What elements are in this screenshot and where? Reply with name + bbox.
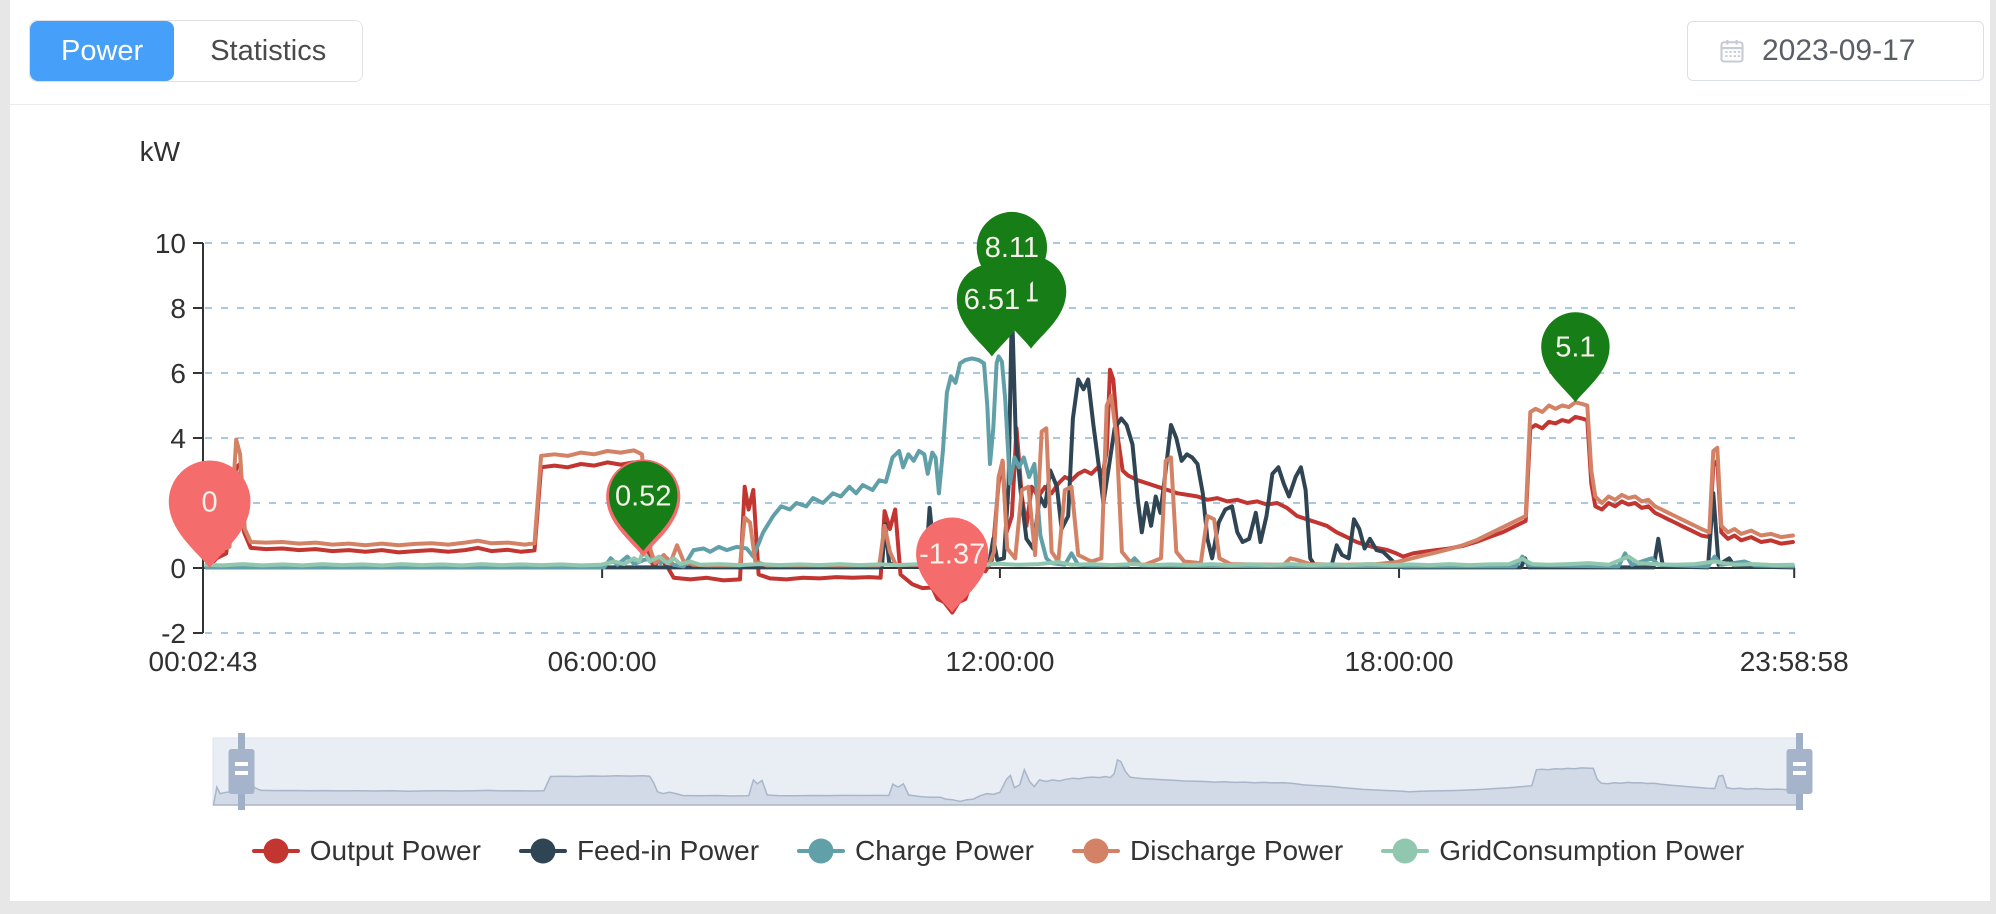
date-picker[interactable]: 2023-09-17 bbox=[1687, 21, 1984, 81]
x-tick-label: 12:00:00 bbox=[945, 646, 1054, 677]
legend-label: Output Power bbox=[309, 835, 481, 866]
y-tick-label: 8 bbox=[170, 293, 186, 324]
y-tick-label: 0 bbox=[170, 553, 186, 584]
y-axis-unit: kW bbox=[140, 136, 181, 167]
legend-marker bbox=[518, 838, 567, 864]
legend-item-charge-power[interactable]: Charge Power bbox=[797, 835, 1034, 867]
series-line-charge-power bbox=[204, 354, 1795, 570]
pin-label: 0.52 bbox=[615, 480, 671, 512]
chart-legend: Output Power Feed-in Power Charge Power Dis… bbox=[0, 805, 1996, 897]
pin-label: -1.37 bbox=[919, 539, 985, 571]
legend-marker bbox=[797, 838, 846, 864]
min-value-pin bbox=[168, 460, 251, 568]
legend-marker bbox=[1381, 838, 1430, 864]
pin-label: 8.11 bbox=[985, 232, 1039, 264]
series-line-feed-in-power bbox=[204, 302, 1795, 570]
power-chart: kW1086420-200:02:4306:00:0012:00:0018:00… bbox=[140, 136, 1849, 810]
y-tick-label: -2 bbox=[161, 618, 186, 649]
tab-power[interactable]: Power bbox=[30, 21, 175, 81]
legend-marker bbox=[1072, 838, 1121, 864]
series-line-discharge-power bbox=[204, 393, 1795, 568]
legend-label: Discharge Power bbox=[1130, 835, 1344, 866]
handle-grip-line bbox=[235, 762, 248, 766]
y-tick-label: 6 bbox=[170, 358, 186, 389]
datazoom-shadow bbox=[212, 758, 1801, 806]
pin-label: 6.51 bbox=[964, 284, 1020, 316]
legend-item-discharge-power[interactable]: Discharge Power bbox=[1072, 835, 1343, 867]
max-value-pin bbox=[1541, 312, 1610, 403]
pin-label: 5.1 bbox=[1555, 331, 1595, 363]
pin-label: 0 bbox=[202, 486, 218, 518]
min-value-pin bbox=[916, 517, 989, 613]
handle-grip-line bbox=[235, 771, 248, 775]
calendar-icon bbox=[1718, 37, 1746, 65]
legend-label: Charge Power bbox=[855, 835, 1035, 866]
x-tick-label: 23:58:58 bbox=[1740, 646, 1849, 677]
y-tick-label: 10 bbox=[155, 228, 186, 259]
max-value-pin bbox=[956, 263, 1028, 357]
x-tick-label: 18:00:00 bbox=[1345, 646, 1454, 677]
legend-marker bbox=[251, 838, 300, 864]
x-tick-label: 00:02:43 bbox=[149, 646, 258, 677]
handle-grip-line bbox=[1793, 762, 1806, 766]
max-value-pin bbox=[609, 461, 678, 552]
tab-statistics[interactable]: Statistics bbox=[174, 21, 363, 81]
legend-label: Feed-in Power bbox=[576, 835, 760, 866]
legend-item-feed-in-power[interactable]: Feed-in Power bbox=[518, 835, 760, 867]
legend-item-output-power[interactable]: Output Power bbox=[251, 835, 481, 867]
x-tick-label: 06:00:00 bbox=[548, 646, 657, 677]
y-tick-label: 4 bbox=[170, 423, 186, 454]
legend-item-gridconsumption-power[interactable]: GridConsumption Power bbox=[1381, 835, 1744, 867]
view-tabs: Power Statistics bbox=[29, 20, 364, 82]
legend-label: GridConsumption Power bbox=[1439, 835, 1745, 866]
header: Power Statistics 2023-09-17 bbox=[10, 0, 1990, 105]
date-value: 2023-09-17 bbox=[1762, 34, 1916, 67]
handle-grip-line bbox=[1793, 771, 1806, 775]
